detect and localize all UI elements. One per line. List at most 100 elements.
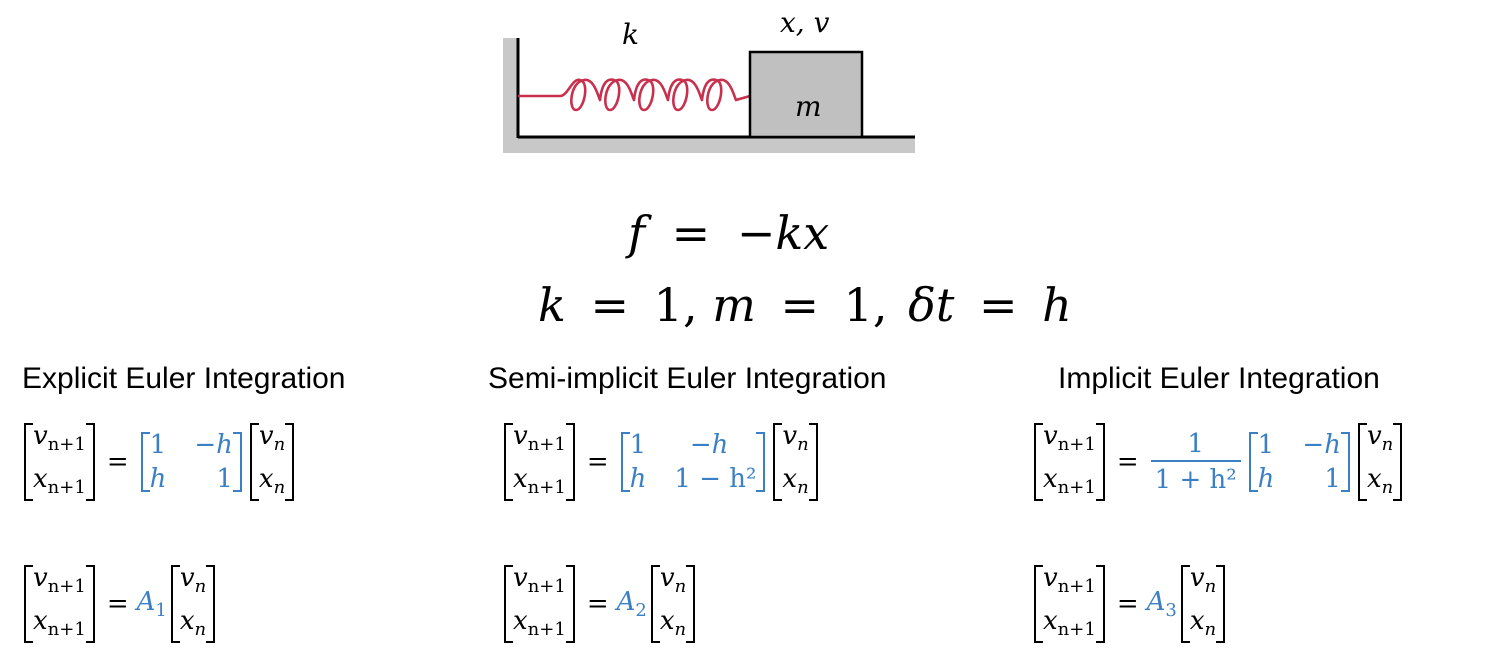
x-sub: n <box>273 477 286 498</box>
v-symbol: v <box>1366 421 1382 451</box>
floor-shadow <box>503 138 915 153</box>
current-state-vector: vn xn <box>1180 562 1226 646</box>
wall-shadow <box>503 38 518 153</box>
x-symbol: x <box>179 606 195 636</box>
param-dt: δt <box>908 278 955 332</box>
matrix-cell: h <box>629 464 647 494</box>
matrix-alias-a1: A1 <box>136 587 167 621</box>
param-k: k <box>538 278 566 332</box>
v-symbol: v <box>258 421 274 451</box>
matrix-cell: 1 <box>1257 430 1275 460</box>
x-sub: n <box>194 619 207 640</box>
equals-sign: = <box>1116 589 1139 619</box>
v-sub: n+1 <box>527 434 566 455</box>
implicit-euler-short-equation: vn+1 xn+1 = A3 vn xn <box>1030 562 1229 646</box>
equals-sign: = <box>586 447 609 477</box>
matrix-cell: −h <box>689 430 729 460</box>
explicit-matrix: 1 −h h 1 <box>140 429 243 495</box>
param-sep-1: , <box>682 278 698 332</box>
v-sub: n <box>674 576 687 597</box>
fraction-denominator: 1 + h² <box>1150 460 1241 496</box>
x-sub: n <box>1204 619 1217 640</box>
v-symbol: v <box>33 563 48 593</box>
v-sub: n+1 <box>47 576 86 597</box>
x-sub: n <box>797 477 809 498</box>
v-symbol: v <box>1043 563 1058 593</box>
next-state-vector: vn+1 xn+1 <box>504 420 575 504</box>
x-sub: n+1 <box>47 477 86 498</box>
equals-sign: = <box>586 589 609 619</box>
x-symbol: x <box>1366 464 1382 494</box>
equals-sign: = <box>106 589 129 619</box>
current-state-vector: vn xn <box>249 420 295 504</box>
semi-implicit-euler-short-equation: vn+1 xn+1 = A2 vn xn <box>500 562 699 646</box>
x-symbol: x <box>1043 464 1058 494</box>
matrix-alias-a3: A3 <box>1146 587 1177 621</box>
param-eq-3: = <box>978 278 1018 332</box>
semi-implicit-euler-equation: vn+1 xn+1 = 1 −h h 1 − h² vn xn <box>500 420 822 504</box>
mass-state-label: x, v <box>780 6 830 39</box>
x-sub: n <box>674 619 687 640</box>
param-sep-2: , <box>872 278 888 332</box>
fraction-numerator: 1 <box>1187 429 1204 459</box>
force-rhs: −kx <box>736 206 830 260</box>
mass-block <box>748 50 864 139</box>
semi-implicit-euler-title: Semi-implicit Euler Integration <box>488 362 887 395</box>
param-m-val: 1 <box>843 278 873 332</box>
implicit-scale-fraction: 1 1 + h² <box>1150 428 1241 496</box>
x-sub: n+1 <box>527 477 566 498</box>
v-sub: n <box>1204 576 1217 597</box>
next-state-vector: vn+1 xn+1 <box>24 420 95 504</box>
force-lhs: f <box>628 206 646 260</box>
x-symbol: x <box>1043 606 1058 636</box>
x-sub: n+1 <box>1057 477 1096 498</box>
v-symbol: v <box>782 421 798 451</box>
param-m: m <box>712 278 756 332</box>
v-symbol: v <box>659 563 675 593</box>
matrix-cell: 1 <box>629 430 647 460</box>
matrix-cell: 1 <box>216 464 233 494</box>
force-eq: = <box>671 206 711 260</box>
v-sub: n <box>797 434 809 455</box>
v-sub: n+1 <box>1057 434 1096 455</box>
matrix-cell: h <box>1257 464 1275 494</box>
spring-coil <box>518 78 751 112</box>
semi-implicit-matrix: 1 −h h 1 − h² <box>620 429 766 495</box>
x-symbol: x <box>33 464 48 494</box>
v-symbol: v <box>1043 421 1058 451</box>
implicit-euler-title: Implicit Euler Integration <box>1058 362 1380 395</box>
x-sub: n+1 <box>47 619 86 640</box>
current-state-vector: vn xn <box>650 562 696 646</box>
v-symbol: v <box>179 563 195 593</box>
implicit-matrix: 1 −h h 1 <box>1248 429 1351 495</box>
x-symbol: x <box>1189 606 1205 636</box>
current-state-vector: vn xn <box>773 420 819 504</box>
next-state-vector: vn+1 xn+1 <box>1034 420 1105 504</box>
matrix-cell: 1 <box>1324 464 1341 494</box>
current-state-vector: vn xn <box>1357 420 1403 504</box>
next-state-vector: vn+1 xn+1 <box>504 562 575 646</box>
x-symbol: x <box>513 606 528 636</box>
x-sub: n+1 <box>527 619 566 640</box>
v-sub: n <box>273 434 286 455</box>
param-k-val: 1 <box>653 278 683 332</box>
equals-sign: = <box>1116 447 1139 477</box>
next-state-vector: vn+1 xn+1 <box>1034 562 1105 646</box>
spring-mass-diagram <box>503 38 915 153</box>
matrix-cell: −h <box>1302 430 1341 460</box>
v-symbol: v <box>513 563 528 593</box>
v-sub: n <box>194 576 207 597</box>
matrix-cell: 1 − h² <box>674 464 757 494</box>
x-symbol: x <box>659 606 675 636</box>
x-symbol: x <box>258 464 274 494</box>
x-symbol: x <box>33 606 48 636</box>
current-state-vector: vn xn <box>170 562 216 646</box>
x-sub: n+1 <box>1057 619 1096 640</box>
v-symbol: v <box>33 421 48 451</box>
equals-sign: = <box>106 447 129 477</box>
explicit-euler-title: Explicit Euler Integration <box>22 362 346 395</box>
v-sub: n+1 <box>1057 576 1096 597</box>
matrix-cell: −h <box>194 430 233 460</box>
next-state-vector: vn+1 xn+1 <box>24 562 95 646</box>
matrix-cell: h <box>149 464 167 494</box>
